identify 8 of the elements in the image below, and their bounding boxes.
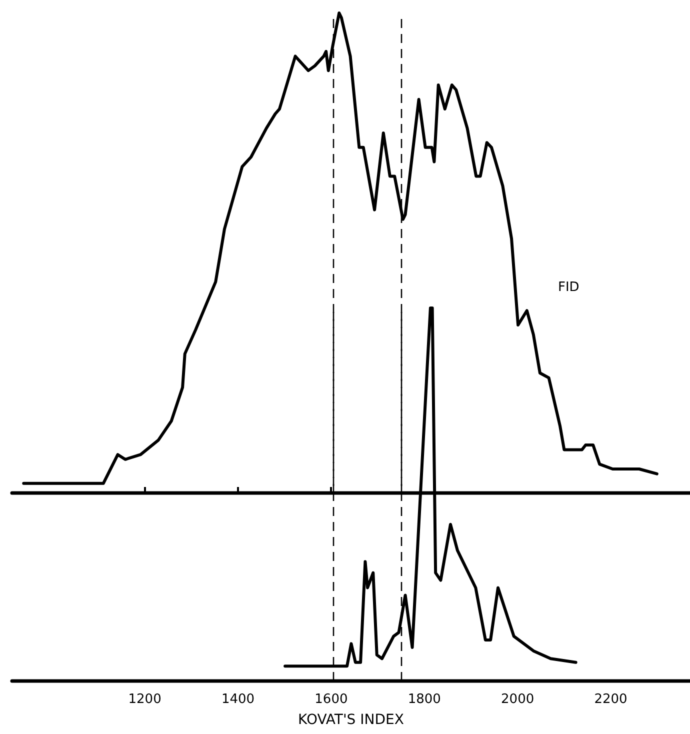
x-tick-label: 2000 — [501, 692, 534, 707]
text: FID — [558, 280, 580, 295]
x-tick-label: 1400 — [221, 692, 255, 707]
x-tick-label: 1800 — [408, 692, 441, 707]
x-tick-label: 1600 — [314, 692, 348, 707]
x-tick-label: 2200 — [594, 692, 628, 707]
x-axis-title: KOVAT'S INDEX — [298, 712, 404, 728]
x-tick-label: 1200 — [128, 692, 162, 707]
